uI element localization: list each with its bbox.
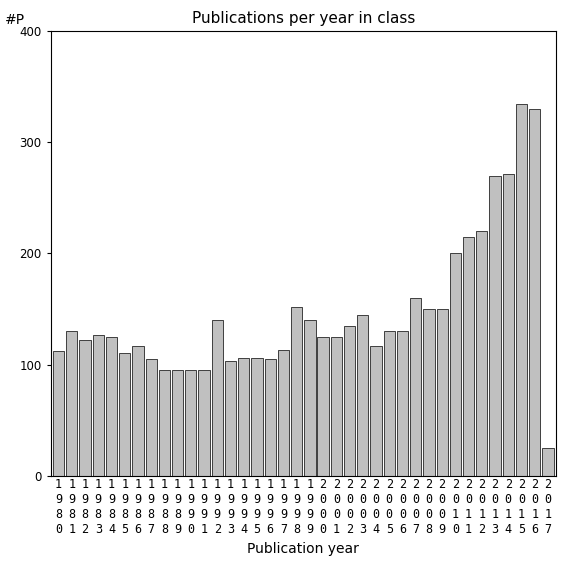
Bar <box>132 346 143 476</box>
Bar <box>159 370 170 476</box>
Bar <box>318 337 329 476</box>
X-axis label: Publication year: Publication year <box>247 542 359 556</box>
Bar <box>225 361 236 476</box>
Bar <box>357 315 369 476</box>
Bar <box>344 325 355 476</box>
Bar <box>172 370 183 476</box>
Bar <box>66 331 78 476</box>
Bar <box>437 309 448 476</box>
Bar <box>397 331 408 476</box>
Bar <box>384 331 395 476</box>
Text: #P: #P <box>5 13 26 27</box>
Bar <box>119 353 130 476</box>
Bar <box>106 337 117 476</box>
Bar <box>516 104 527 476</box>
Bar <box>238 358 249 476</box>
Bar <box>146 359 157 476</box>
Bar <box>251 358 263 476</box>
Bar <box>92 335 104 476</box>
Bar <box>410 298 421 476</box>
Bar <box>185 370 197 476</box>
Bar <box>211 320 223 476</box>
Bar <box>529 109 540 476</box>
Bar <box>53 351 64 476</box>
Bar <box>331 337 342 476</box>
Bar <box>198 370 210 476</box>
Bar <box>542 448 553 476</box>
Bar <box>476 231 488 476</box>
Bar <box>450 253 461 476</box>
Bar <box>424 309 434 476</box>
Title: Publications per year in class: Publications per year in class <box>192 11 415 26</box>
Bar <box>291 307 302 476</box>
Bar <box>265 359 276 476</box>
Bar <box>79 340 91 476</box>
Bar <box>370 346 382 476</box>
Bar <box>503 174 514 476</box>
Bar <box>463 237 474 476</box>
Bar <box>489 176 501 476</box>
Bar <box>304 320 315 476</box>
Bar <box>278 350 289 476</box>
